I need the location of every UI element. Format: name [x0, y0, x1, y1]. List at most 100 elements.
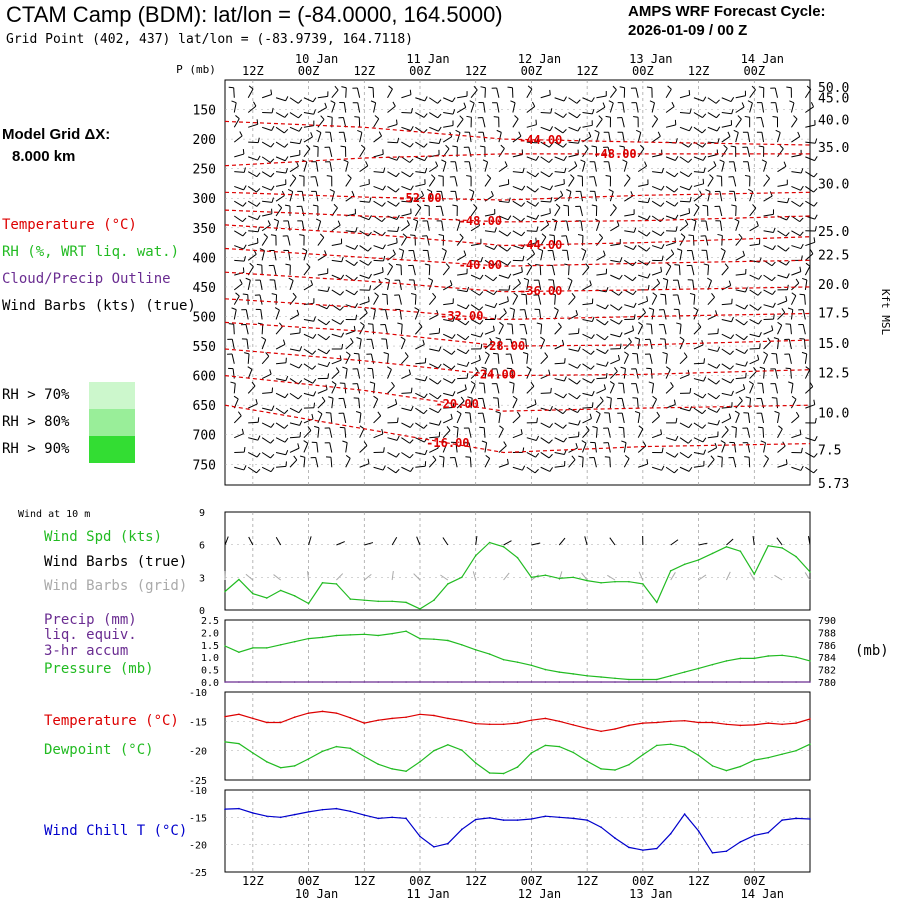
precip-series-point	[349, 681, 352, 683]
wind-barb-staff	[401, 185, 411, 191]
precip-series-point	[572, 681, 575, 683]
wind-barb-flag	[298, 113, 303, 119]
wind-barb	[526, 200, 540, 207]
wind-barb-staff	[276, 171, 287, 174]
wind-barb-flag	[578, 455, 584, 458]
wind-barb-staff	[804, 279, 808, 290]
wind-barb	[414, 322, 423, 335]
wind-barb-flag	[535, 435, 540, 441]
wind-barb-staff	[345, 368, 348, 379]
wind-barb	[512, 266, 523, 276]
wind-barb	[443, 97, 456, 103]
wind-barb-staff	[261, 373, 272, 380]
wind-barb-flag	[590, 365, 595, 370]
wind-barb	[345, 289, 358, 296]
wind-barb-flag	[326, 349, 331, 355]
wind-barb	[368, 86, 375, 98]
wind-barb	[329, 188, 335, 202]
dewpoint-series-point	[447, 744, 449, 746]
wind-barb	[610, 332, 623, 338]
wind-barb	[679, 369, 690, 380]
wind-barb	[763, 455, 769, 468]
wind-barb-flag	[605, 304, 609, 310]
wind-barb	[331, 367, 340, 379]
wind-barb	[317, 348, 331, 355]
wind-barb-staff	[359, 245, 369, 252]
wind-barb-flag	[435, 161, 439, 167]
surface-barb-true	[609, 537, 616, 546]
wind-chill-series-point	[279, 816, 282, 819]
wind-barb-staff	[732, 457, 737, 468]
pressure-tick-label: 200	[193, 133, 216, 148]
wind-barb-flag	[299, 138, 302, 144]
wind-barb	[255, 308, 263, 320]
wind-barb-flag	[432, 292, 437, 298]
wind-barb-flag	[748, 188, 753, 193]
wind-barb-flag	[470, 381, 476, 385]
wind-barb-flag	[521, 185, 526, 191]
wind-barb	[449, 176, 458, 187]
wind-barb	[303, 144, 311, 158]
wind-barb-staff	[401, 141, 411, 148]
wind-barb-staff	[554, 112, 564, 118]
wind-barb-staff	[568, 407, 578, 414]
wind-barb-staff	[259, 279, 263, 290]
wind-barb-staff	[735, 363, 746, 367]
temperature-series-point	[683, 719, 686, 722]
wind-barb-flag	[365, 161, 369, 167]
wind-barb-flag	[814, 436, 818, 441]
wind-barb-flag	[715, 380, 720, 385]
wind-barb-staff	[317, 289, 328, 293]
wind-barb	[578, 455, 584, 468]
wind-barb-staff	[554, 171, 565, 174]
wind-barb-flag	[563, 204, 569, 207]
wind-barb-flag	[478, 306, 484, 311]
wind-barb-staff	[498, 445, 507, 453]
wind-barb-staff	[275, 195, 285, 202]
wind-barb-staff	[245, 324, 249, 335]
wind-barb-flag	[691, 218, 697, 222]
wind-barb	[331, 220, 341, 232]
wind-barb	[317, 115, 325, 128]
wind-barb	[262, 208, 273, 217]
wind-barb-staff	[359, 274, 370, 279]
wind-barb	[492, 397, 500, 409]
wind-barb	[691, 218, 697, 231]
wind-barb-staff	[525, 294, 528, 305]
wind-barb-staff	[496, 102, 500, 113]
wind-barb-flag	[314, 425, 320, 429]
wind-barb	[241, 309, 249, 320]
wind-barb-staff	[749, 102, 753, 113]
wind-barb	[401, 387, 413, 394]
wind-barb-staff	[679, 212, 690, 217]
wind-barb	[512, 255, 525, 262]
wind-barb	[353, 352, 361, 364]
wind-barb-flag	[477, 220, 481, 226]
wind-barb-flag	[255, 398, 258, 405]
wind-barb	[261, 156, 275, 163]
pressure-series-point	[600, 676, 602, 678]
wind-barb-staff	[275, 378, 286, 382]
wind-barb	[311, 190, 319, 202]
wind-barb-staff	[401, 126, 412, 132]
wind-barb-staff	[610, 359, 620, 365]
wind-barb	[359, 215, 372, 221]
wind-barb	[666, 417, 678, 424]
wind-barb-flag	[317, 410, 323, 415]
wind-barb-staff	[231, 339, 235, 350]
wind-barb-flag	[591, 204, 597, 207]
wind-barb-staff	[387, 141, 398, 144]
wind-barb	[415, 167, 428, 174]
wind-barb-staff	[247, 186, 257, 193]
wind-barb-flag	[759, 343, 761, 349]
wind-barb-flag	[791, 292, 797, 297]
wind-barb-staff	[469, 412, 472, 423]
wind-barb-staff	[635, 87, 639, 98]
wind-barb	[604, 456, 611, 468]
wind-barb	[401, 208, 412, 217]
wind-chill-series-point	[502, 819, 505, 821]
wind-barb	[735, 361, 748, 367]
wind-chill-series-point	[795, 817, 797, 820]
wind-barb	[465, 456, 472, 468]
wind-barb-staff	[275, 343, 286, 350]
